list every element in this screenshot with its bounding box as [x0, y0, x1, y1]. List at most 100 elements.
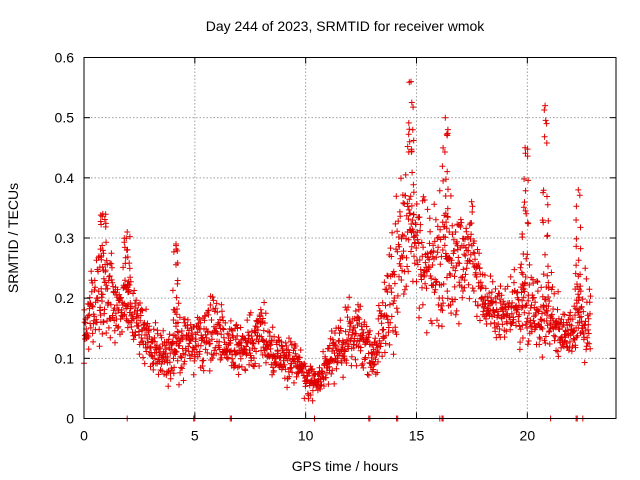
- data-point: [390, 268, 397, 275]
- data-point: [344, 314, 351, 321]
- data-point: [340, 347, 347, 354]
- data-point: [146, 323, 153, 330]
- data-point: [257, 306, 264, 313]
- data-point: [191, 357, 198, 364]
- data-point: [471, 238, 478, 244]
- data-point: [181, 358, 188, 365]
- data-point: [426, 256, 433, 263]
- data-point: [213, 300, 220, 307]
- data-point: [164, 354, 171, 360]
- data-point: [105, 324, 112, 331]
- data-point: [163, 357, 170, 364]
- data-point: [117, 294, 124, 301]
- data-point: [178, 328, 185, 334]
- data-point: [267, 341, 274, 348]
- data-point: [118, 307, 125, 313]
- data-point: [296, 354, 303, 361]
- data-point: [428, 275, 435, 282]
- x-tick-label: 10: [298, 428, 314, 444]
- data-point: [366, 331, 373, 338]
- data-point: [328, 370, 335, 377]
- data-point: [385, 324, 392, 331]
- data-point: [216, 338, 223, 345]
- data-point: [465, 241, 472, 248]
- data-point: [414, 236, 421, 243]
- data-point: [534, 307, 541, 314]
- data-point: [391, 271, 398, 278]
- data-point: [360, 330, 367, 336]
- data-point: [93, 316, 100, 323]
- data-point: [440, 281, 447, 287]
- data-point: [262, 310, 269, 317]
- data-point: [353, 362, 360, 369]
- data-point: [582, 265, 589, 272]
- data-point: [468, 231, 475, 238]
- data-point: [405, 216, 412, 223]
- data-point: [151, 338, 158, 345]
- data-point: [375, 302, 382, 309]
- data-point: [543, 284, 550, 290]
- data-point: [526, 310, 532, 317]
- data-point: [256, 363, 263, 369]
- data-point: [470, 249, 477, 256]
- data-point: [444, 274, 450, 281]
- data-point: [563, 340, 570, 347]
- data-point: [432, 216, 439, 223]
- data-point: [200, 357, 207, 364]
- data-point: [289, 369, 296, 376]
- data-point: [400, 248, 407, 255]
- data-point: [202, 346, 209, 353]
- data-point: [355, 314, 362, 321]
- data-point: [507, 273, 514, 280]
- data-point: [487, 320, 494, 327]
- data-point: [99, 242, 106, 249]
- data-point: [391, 295, 398, 301]
- data-point: [534, 279, 541, 285]
- data-point: [406, 138, 413, 145]
- data-point: [508, 310, 515, 317]
- data-point: [319, 371, 326, 377]
- data-point: [489, 299, 496, 306]
- data-point: [566, 312, 573, 319]
- data-point: [441, 149, 448, 155]
- data-point: [462, 271, 469, 278]
- y-tick-label: 0.4: [55, 170, 75, 186]
- data-point: [438, 303, 445, 309]
- data-point: [359, 360, 366, 367]
- data-point: [261, 320, 268, 326]
- data-point: [519, 234, 526, 241]
- data-point: [209, 355, 216, 362]
- data-point: [106, 273, 113, 279]
- data-point: [517, 339, 524, 346]
- data-point: [166, 359, 173, 366]
- data-point: [423, 329, 430, 336]
- data-point: [237, 324, 244, 331]
- data-point: [317, 378, 324, 385]
- data-point: [370, 362, 377, 368]
- data-point: [458, 283, 465, 290]
- data-point: [409, 217, 416, 224]
- data-point: [444, 214, 451, 221]
- data-point: [255, 327, 261, 333]
- data-point: [285, 346, 292, 353]
- data-point: [484, 293, 491, 300]
- data-point: [542, 333, 549, 340]
- data-point: [178, 354, 185, 361]
- data-point: [524, 153, 531, 160]
- data-point: [394, 248, 401, 255]
- data-point: [551, 337, 558, 344]
- data-point: [540, 219, 547, 226]
- data-point: [455, 320, 462, 327]
- data-point: [574, 332, 581, 339]
- data-point: [442, 234, 449, 241]
- data-point: [577, 245, 584, 252]
- data-point: [577, 288, 584, 295]
- data-point: [218, 331, 225, 338]
- data-point: [414, 229, 421, 236]
- data-point: [126, 233, 133, 240]
- data-point: [452, 229, 459, 235]
- data-point: [399, 254, 406, 261]
- data-point: [99, 210, 106, 217]
- data-point: [331, 341, 338, 348]
- data-point: [326, 342, 333, 349]
